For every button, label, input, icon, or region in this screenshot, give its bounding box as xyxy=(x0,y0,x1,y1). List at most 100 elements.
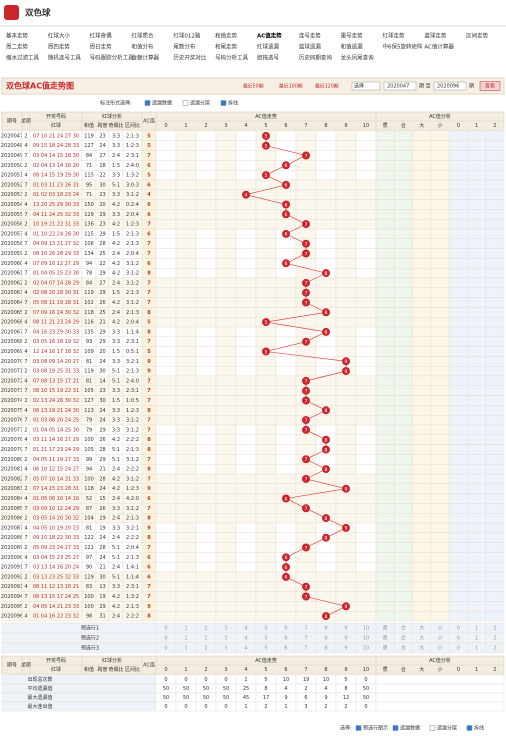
preselect-number[interactable]: 8 xyxy=(324,646,327,652)
option-checkbox[interactable] xyxy=(220,100,227,106)
nav-link[interactable]: 周二走势 xyxy=(6,43,29,51)
preselect-number[interactable]: 6 xyxy=(284,626,287,632)
nav-link[interactable]: 蓝球遗漏 xyxy=(299,43,322,51)
preselect-number[interactable]: 2 xyxy=(204,626,207,632)
preselect-number[interactable]: 9 xyxy=(344,636,347,642)
nav-link[interactable]: 红球走势 xyxy=(383,32,406,40)
preselect-option[interactable]: 合 xyxy=(401,625,406,632)
preselect-number[interactable]: 4 xyxy=(244,646,247,652)
preselect-option[interactable]: 质 xyxy=(383,635,388,642)
nav-link[interactable]: 周四走势 xyxy=(48,43,71,51)
preselect-number[interactable]: 5 xyxy=(264,626,267,632)
preselect-number[interactable]: 0 xyxy=(164,636,167,642)
nav-link[interactable]: 和值遗漏 xyxy=(341,43,364,51)
preselect-option[interactable]: 1 xyxy=(475,636,478,642)
nav-link[interactable]: 重号走势 xyxy=(341,32,364,40)
footer-option[interactable]: 遗漏数据 xyxy=(400,725,420,732)
range-select[interactable] xyxy=(351,81,381,91)
preselect-number[interactable]: 10 xyxy=(363,626,369,632)
footer-checkbox[interactable] xyxy=(466,725,473,731)
preselect-number[interactable]: 1 xyxy=(184,646,187,652)
view-text[interactable]: 查看 xyxy=(485,83,495,90)
preselect-number[interactable]: 1 xyxy=(184,636,187,642)
nav-link[interactable]: 中6保5旋转矩阵 xyxy=(383,43,423,51)
footer-checkbox[interactable] xyxy=(355,725,362,731)
from-input[interactable] xyxy=(383,81,417,91)
preselect-number[interactable]: 7 xyxy=(304,626,307,632)
preselect-number[interactable]: 0 xyxy=(164,626,167,632)
range-link[interactable]: 最近100期 xyxy=(279,83,303,90)
preselect-number[interactable]: 2 xyxy=(204,646,207,652)
nav-link[interactable]: 和尾走势 xyxy=(215,43,238,51)
preselect-option[interactable]: 质 xyxy=(383,645,388,652)
nav-link[interactable]: 红球012路 xyxy=(173,32,200,40)
preselect-number[interactable]: 9 xyxy=(344,626,347,632)
nav-link[interactable]: 红球质合 xyxy=(132,32,155,40)
preselect-option[interactable]: 大 xyxy=(419,645,424,652)
nav-link[interactable]: 缩水过滤工具 xyxy=(6,54,40,62)
preselect-option[interactable]: 2 xyxy=(493,636,496,642)
nav-link[interactable]: 和值分布 xyxy=(132,43,155,51)
option-label[interactable]: 遗漏数据 xyxy=(152,100,172,107)
preselect-number[interactable]: 0 xyxy=(164,646,167,652)
preselect-option[interactable]: 合 xyxy=(401,645,406,652)
preselect-option[interactable]: 2 xyxy=(493,646,496,652)
nav-link[interactable]: 周日走势 xyxy=(90,43,113,51)
nav-link[interactable]: 基本走势 xyxy=(6,32,29,40)
nav-link[interactable]: 尾数分布 xyxy=(173,43,196,51)
range-link[interactable]: 最近120期 xyxy=(315,83,339,90)
preselect-number[interactable]: 6 xyxy=(284,636,287,642)
select-text[interactable]: 选择 xyxy=(354,83,364,90)
nav-link[interactable]: 胆拖选号 xyxy=(257,54,280,62)
nav-link[interactable]: AC值走势 xyxy=(257,32,282,40)
nav-link[interactable]: 区间走势 xyxy=(466,32,489,40)
footer-checkbox[interactable] xyxy=(392,725,399,731)
option-checkbox[interactable] xyxy=(144,100,151,106)
preselect-number[interactable]: 4 xyxy=(244,636,247,642)
preselect-option[interactable]: 小 xyxy=(437,635,442,642)
nav-link[interactable]: 历史同期查询 xyxy=(299,54,333,62)
nav-link[interactable]: 号码分析工具 xyxy=(215,54,249,62)
preselect-number[interactable]: 8 xyxy=(324,636,327,642)
from-text[interactable]: 2020047 xyxy=(387,84,409,90)
preselect-option[interactable]: 1 xyxy=(475,626,478,632)
to-text[interactable]: 2020096 xyxy=(437,84,459,90)
preselect-option[interactable]: 合 xyxy=(401,635,406,642)
nav-link[interactable]: AC值计算器 xyxy=(424,43,454,51)
view-button[interactable] xyxy=(479,81,501,91)
preselect-option[interactable]: 小 xyxy=(437,625,442,632)
preselect-number[interactable]: 3 xyxy=(224,646,227,652)
range-link[interactable]: 最近50期 xyxy=(243,83,264,90)
preselect-number[interactable]: 5 xyxy=(264,636,267,642)
preselect-number[interactable]: 6 xyxy=(284,646,287,652)
footer-option[interactable]: 遗漏分层 xyxy=(437,725,457,732)
nav-link[interactable]: 金额计算器 xyxy=(132,54,160,62)
preselect-number[interactable]: 2 xyxy=(204,636,207,642)
nav-link[interactable]: 龙头凤尾查询 xyxy=(341,54,375,62)
preselect-option[interactable]: 质 xyxy=(383,625,388,632)
nav-link[interactable]: 号码跟踪分析工具 xyxy=(90,54,135,62)
footer-checkbox[interactable] xyxy=(429,725,436,731)
preselect-option[interactable]: 0 xyxy=(457,636,460,642)
nav-link[interactable]: 红球奇偶 xyxy=(90,32,113,40)
footer-option[interactable]: 预选行图示 xyxy=(363,725,388,732)
option-label[interactable]: 拆线 xyxy=(228,100,238,107)
option-checkbox[interactable] xyxy=(182,100,189,106)
preselect-number[interactable]: 7 xyxy=(304,646,307,652)
nav-link[interactable]: 红球大小 xyxy=(48,32,71,40)
preselect-number[interactable]: 9 xyxy=(344,646,347,652)
option-label[interactable]: 遗漏分层 xyxy=(190,100,210,107)
to-input[interactable] xyxy=(433,81,467,91)
preselect-option[interactable]: 小 xyxy=(437,645,442,652)
preselect-option[interactable]: 大 xyxy=(419,635,424,642)
nav-link[interactable]: 随机选号工具 xyxy=(48,54,82,62)
preselect-number[interactable]: 10 xyxy=(363,646,369,652)
preselect-number[interactable]: 3 xyxy=(224,636,227,642)
nav-link[interactable]: 和值走势 xyxy=(215,32,238,40)
nav-link[interactable]: 连号走势 xyxy=(299,32,322,40)
footer-option[interactable]: 拆线 xyxy=(474,725,484,732)
preselect-option[interactable]: 0 xyxy=(457,646,460,652)
preselect-number[interactable]: 8 xyxy=(324,626,327,632)
nav-link[interactable]: 红球遗漏 xyxy=(257,43,280,51)
preselect-option[interactable]: 2 xyxy=(493,626,496,632)
